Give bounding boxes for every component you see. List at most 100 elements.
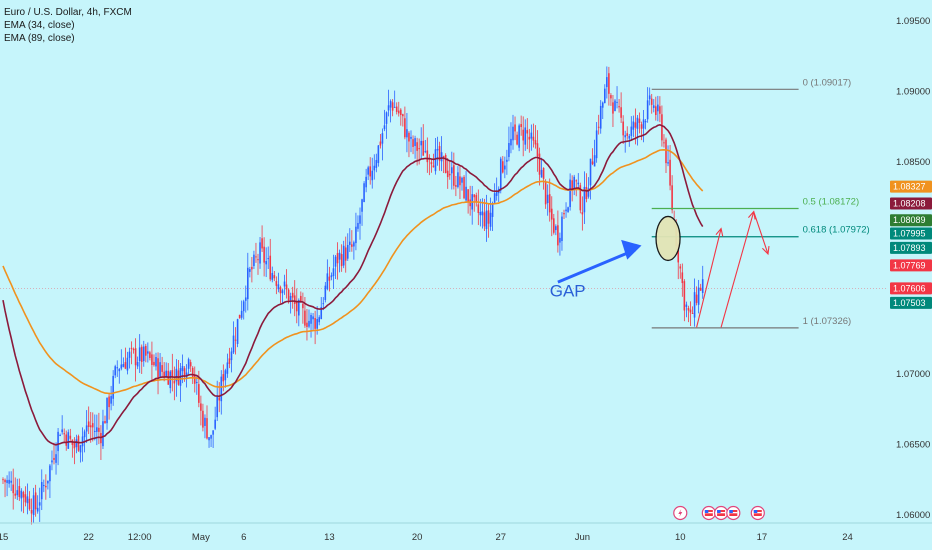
candle-body[interactable] bbox=[665, 139, 667, 164]
candle-body[interactable] bbox=[614, 100, 616, 112]
candle-body[interactable] bbox=[393, 106, 396, 108]
candle-body[interactable] bbox=[524, 127, 527, 145]
candle-body[interactable] bbox=[138, 347, 141, 361]
candle-body[interactable] bbox=[406, 129, 408, 138]
candle-body[interactable] bbox=[45, 485, 47, 488]
candle-body[interactable] bbox=[483, 212, 486, 227]
candle-body[interactable] bbox=[12, 484, 14, 494]
candle-body[interactable] bbox=[55, 454, 57, 463]
candle-body[interactable] bbox=[96, 427, 98, 432]
candle-body[interactable] bbox=[583, 186, 586, 213]
candle-body[interactable] bbox=[218, 397, 221, 401]
candle-body[interactable] bbox=[604, 88, 606, 104]
candle-body[interactable] bbox=[404, 118, 406, 138]
candle-body[interactable] bbox=[385, 112, 388, 124]
candle-body[interactable] bbox=[546, 194, 549, 204]
candle-body[interactable] bbox=[145, 345, 147, 356]
candle-body[interactable] bbox=[377, 145, 380, 164]
candle-body[interactable] bbox=[652, 105, 655, 108]
candle-body[interactable] bbox=[685, 304, 688, 307]
candle-body[interactable] bbox=[85, 425, 88, 432]
candle-body[interactable] bbox=[530, 132, 533, 139]
candle-body[interactable] bbox=[81, 436, 84, 447]
candle-body[interactable] bbox=[293, 295, 296, 304]
candle-body[interactable] bbox=[136, 361, 139, 367]
candle-body[interactable] bbox=[699, 287, 702, 291]
ema89-line[interactable] bbox=[2, 148, 704, 395]
candle-body[interactable] bbox=[451, 167, 453, 174]
candle-body[interactable] bbox=[267, 258, 269, 260]
candle-body[interactable] bbox=[585, 187, 588, 200]
candle-body[interactable] bbox=[18, 486, 21, 497]
candle-body[interactable] bbox=[489, 212, 492, 227]
candle-body[interactable] bbox=[249, 269, 251, 272]
candle-body[interactable] bbox=[279, 287, 282, 294]
candle-body[interactable] bbox=[420, 140, 422, 146]
candle-body[interactable] bbox=[577, 182, 580, 185]
candle-body[interactable] bbox=[701, 279, 704, 293]
candle-body[interactable] bbox=[697, 287, 700, 305]
candle-body[interactable] bbox=[565, 209, 567, 212]
candle-body[interactable] bbox=[520, 124, 522, 128]
candle-body[interactable] bbox=[361, 199, 363, 212]
candle-body[interactable] bbox=[38, 502, 41, 506]
candle-body[interactable] bbox=[112, 375, 114, 399]
candle-body[interactable] bbox=[198, 384, 200, 403]
candle-body[interactable] bbox=[677, 242, 680, 263]
candle-body[interactable] bbox=[448, 173, 451, 176]
candle-body[interactable] bbox=[493, 193, 496, 203]
candle-body[interactable] bbox=[277, 284, 280, 290]
candle-body[interactable] bbox=[257, 259, 259, 261]
candle-body[interactable] bbox=[532, 136, 535, 141]
candle-body[interactable] bbox=[453, 165, 455, 186]
candle-body[interactable] bbox=[283, 281, 286, 287]
candle-body[interactable] bbox=[216, 396, 218, 418]
candle-body[interactable] bbox=[504, 165, 506, 170]
candle-body[interactable] bbox=[526, 130, 529, 134]
candle-body[interactable] bbox=[106, 397, 108, 424]
projection-arrow-up-2-shaft[interactable] bbox=[720, 211, 755, 328]
candle-body[interactable] bbox=[373, 165, 376, 171]
candle-body[interactable] bbox=[130, 347, 133, 349]
candle-body[interactable] bbox=[89, 425, 92, 428]
candle-body[interactable] bbox=[234, 339, 237, 341]
candle-body[interactable] bbox=[695, 294, 698, 303]
candle-body[interactable] bbox=[671, 185, 673, 211]
candle-body[interactable] bbox=[557, 225, 559, 246]
candle-body[interactable] bbox=[26, 496, 29, 504]
candle-body[interactable] bbox=[353, 242, 355, 247]
projection-arrow-down-head[interactable] bbox=[762, 245, 770, 256]
candle-body[interactable] bbox=[132, 348, 135, 351]
candle-body[interactable] bbox=[424, 151, 427, 153]
candle-body[interactable] bbox=[342, 245, 345, 266]
candle-body[interactable] bbox=[481, 211, 484, 216]
candle-body[interactable] bbox=[16, 490, 19, 496]
candle-body[interactable] bbox=[259, 242, 261, 264]
candle-body[interactable] bbox=[57, 431, 59, 452]
candle-body[interactable] bbox=[579, 185, 582, 211]
candle-body[interactable] bbox=[422, 140, 425, 156]
candle-body[interactable] bbox=[395, 106, 398, 112]
candle-body[interactable] bbox=[202, 410, 204, 428]
blue-arrow-head[interactable] bbox=[621, 239, 642, 260]
candle-body[interactable] bbox=[683, 281, 686, 311]
candle-body[interactable] bbox=[430, 162, 433, 165]
candle-body[interactable] bbox=[357, 222, 359, 229]
candle-body[interactable] bbox=[255, 256, 257, 258]
candle-body[interactable] bbox=[436, 148, 439, 151]
candle-body[interactable] bbox=[510, 138, 512, 146]
candle-body[interactable] bbox=[485, 210, 488, 229]
candle-body[interactable] bbox=[193, 374, 196, 384]
candle-body[interactable] bbox=[655, 106, 657, 115]
candle-body[interactable] bbox=[36, 507, 39, 512]
candle-body[interactable] bbox=[324, 285, 327, 300]
candle-body[interactable] bbox=[418, 148, 420, 150]
candle-body[interactable] bbox=[473, 194, 476, 198]
candle-body[interactable] bbox=[173, 380, 176, 384]
candle-body[interactable] bbox=[153, 361, 155, 366]
candle-body[interactable] bbox=[432, 165, 435, 168]
candle-body[interactable] bbox=[183, 368, 186, 377]
candle-body[interactable] bbox=[657, 104, 659, 112]
